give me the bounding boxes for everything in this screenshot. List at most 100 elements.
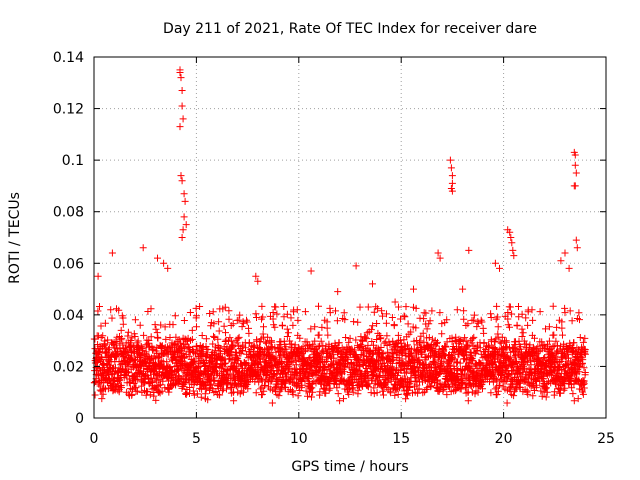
- data-point: [470, 333, 478, 341]
- data-point: [516, 384, 524, 391]
- data-point: [294, 392, 302, 400]
- data-point: [415, 385, 423, 393]
- data-point: [573, 344, 581, 352]
- data-point: [240, 319, 248, 327]
- data-point: [138, 345, 146, 353]
- data-point: [448, 179, 456, 187]
- data-point: [349, 388, 357, 396]
- data-point: [562, 369, 570, 377]
- data-point: [316, 388, 324, 396]
- data-point: [307, 267, 315, 275]
- data-point: [427, 345, 435, 353]
- data-point: [534, 373, 542, 381]
- data-point: [517, 343, 525, 351]
- data-point: [383, 310, 390, 318]
- data-point: [260, 387, 268, 395]
- data-point: [139, 244, 147, 252]
- data-point: [529, 392, 537, 400]
- data-point: [549, 343, 557, 351]
- data-point: [446, 383, 453, 391]
- data-point: [436, 309, 444, 317]
- data-point: [402, 395, 410, 403]
- data-point: [131, 316, 139, 324]
- data-point: [518, 310, 526, 318]
- data-point: [96, 303, 103, 310]
- data-point: [188, 326, 196, 334]
- y-tick-label: 0.14: [53, 50, 84, 66]
- data-point: [117, 336, 125, 344]
- data-point: [136, 321, 144, 329]
- data-point: [545, 323, 553, 331]
- data-point: [152, 396, 160, 404]
- data-point: [179, 115, 187, 123]
- data-point: [161, 323, 169, 331]
- y-tick-label: 0.12: [53, 102, 84, 118]
- data-point: [289, 321, 297, 329]
- data-point: [253, 314, 260, 321]
- data-point: [524, 321, 532, 329]
- data-point: [571, 161, 579, 169]
- data-point: [268, 399, 276, 407]
- data-point: [296, 387, 304, 394]
- data-point: [311, 337, 319, 345]
- data-point: [252, 310, 260, 318]
- data-point: [434, 249, 442, 257]
- x-tick-label: 25: [597, 431, 615, 447]
- data-point: [273, 310, 281, 318]
- data-point: [527, 361, 535, 369]
- data-point: [345, 390, 353, 398]
- data-point: [243, 316, 250, 324]
- data-point: [334, 288, 342, 296]
- data-point: [370, 367, 378, 375]
- data-point: [302, 387, 310, 395]
- data-point: [519, 329, 527, 337]
- data-point: [214, 335, 222, 343]
- data-point: [384, 378, 392, 386]
- data-point: [245, 339, 253, 347]
- data-point: [314, 343, 322, 351]
- data-point: [132, 384, 140, 392]
- data-point: [443, 316, 451, 324]
- data-point: [182, 221, 190, 229]
- data-points: [90, 66, 589, 407]
- chart-title: Day 211 of 2021, Rate Of TEC Index for r…: [163, 21, 537, 37]
- data-point: [225, 315, 233, 323]
- data-point: [580, 378, 588, 386]
- data-point: [436, 254, 444, 262]
- data-point: [477, 316, 485, 324]
- data-point: [300, 348, 308, 356]
- data-point: [162, 335, 170, 343]
- data-point: [471, 390, 479, 398]
- data-point: [171, 353, 179, 361]
- data-point: [157, 321, 165, 329]
- data-point: [221, 303, 229, 311]
- data-point: [474, 319, 482, 327]
- data-point: [542, 325, 549, 333]
- data-point: [572, 169, 580, 177]
- data-point: [543, 388, 551, 396]
- data-point: [209, 340, 217, 348]
- data-point: [491, 259, 499, 267]
- data-point: [136, 351, 144, 359]
- data-point: [456, 359, 464, 367]
- data-point: [356, 303, 364, 311]
- data-point: [545, 337, 553, 345]
- data-point: [98, 355, 106, 363]
- data-point: [367, 326, 375, 334]
- data-point: [579, 390, 587, 398]
- data-point: [523, 387, 531, 395]
- data-point: [574, 395, 582, 403]
- data-point: [147, 305, 155, 313]
- data-point: [202, 335, 210, 343]
- data-point: [176, 66, 184, 74]
- data-point: [372, 303, 380, 311]
- data-point: [538, 392, 546, 400]
- data-point: [512, 345, 520, 353]
- data-point: [272, 303, 280, 311]
- data-point: [513, 358, 521, 365]
- data-point: [476, 344, 484, 352]
- data-point: [177, 74, 185, 82]
- data-point: [571, 182, 579, 190]
- data-point: [404, 320, 412, 328]
